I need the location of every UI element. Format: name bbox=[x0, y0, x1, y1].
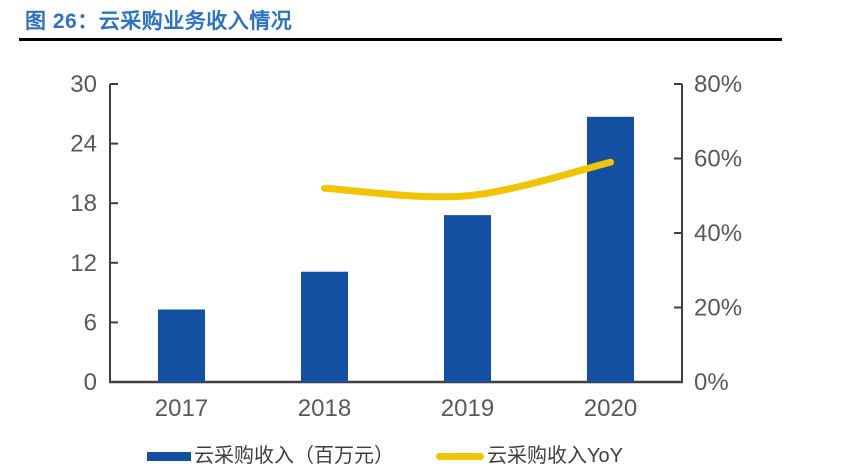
right-axis-tick-label: 20% bbox=[694, 295, 742, 322]
right-axis-tick-label: 60% bbox=[694, 146, 742, 173]
bar-2020 bbox=[587, 116, 634, 382]
bar-2019 bbox=[444, 215, 491, 382]
right-axis-tick-label: 40% bbox=[694, 220, 742, 247]
x-axis-label: 2017 bbox=[155, 395, 208, 422]
left-axis-tick-label: 18 bbox=[70, 190, 97, 217]
legend-item-revenue: 云采购收入（百万元） bbox=[147, 445, 394, 467]
left-axis-tick-label: 30 bbox=[70, 71, 97, 98]
chart-legend: 云采购收入（百万元） 云采购收入YoY bbox=[147, 445, 623, 467]
right-axis-tick-label: 80% bbox=[694, 71, 742, 98]
left-axis-tick-label: 0 bbox=[84, 369, 97, 396]
figure-title: 图 26：云采购业务收入情况 bbox=[25, 10, 293, 33]
legend-label-revenue: 云采购收入（百万元） bbox=[194, 445, 394, 467]
right-axis-tick-label: 0% bbox=[694, 369, 729, 396]
legend-label-yoy: 云采购收入YoY bbox=[487, 445, 623, 467]
yoy-line bbox=[321, 158, 614, 201]
legend-item-yoy: 云采购收入YoY bbox=[436, 445, 623, 467]
left-axis-tick-label: 6 bbox=[84, 309, 97, 336]
bar-2018 bbox=[301, 271, 348, 382]
x-axis-label: 2020 bbox=[584, 395, 637, 422]
title-separator bbox=[19, 38, 782, 41]
x-axis-label: 2018 bbox=[298, 395, 351, 422]
left-axis-tick-label: 24 bbox=[70, 131, 97, 158]
bar-2017 bbox=[158, 309, 205, 382]
line-series-swatch bbox=[436, 452, 484, 460]
x-axis-label: 2019 bbox=[441, 395, 494, 422]
left-axis-tick-label: 12 bbox=[70, 250, 97, 277]
bar-series-swatch bbox=[147, 451, 191, 461]
